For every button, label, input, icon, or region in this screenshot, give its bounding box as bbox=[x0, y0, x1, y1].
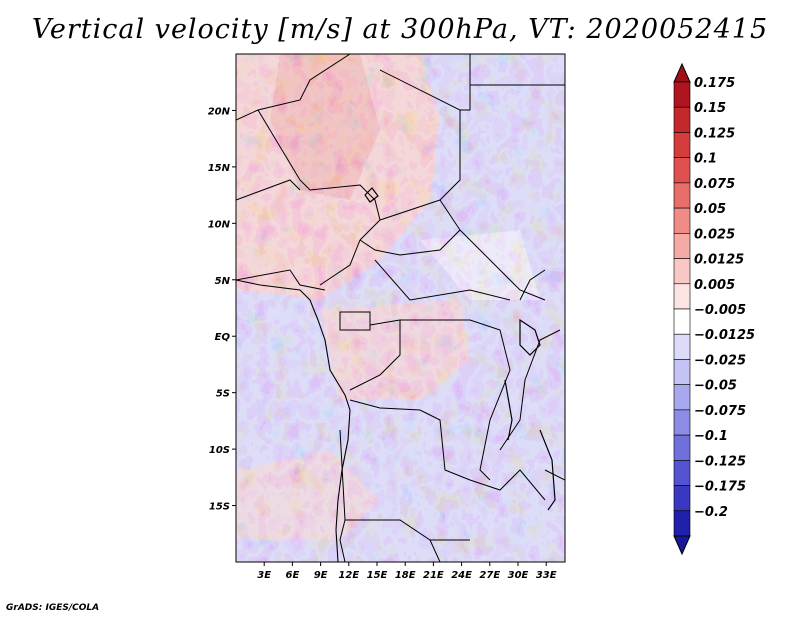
colorbar-swatch bbox=[673, 359, 691, 385]
lon-tick-label: 33E bbox=[536, 570, 557, 581]
lon-tick-label: 6E bbox=[286, 570, 300, 581]
colorbar-label: −0.025 bbox=[694, 353, 746, 368]
colorbar-label: 0.005 bbox=[694, 278, 735, 293]
lon-tick-label: 30E bbox=[508, 570, 529, 581]
colorbar-swatch bbox=[673, 485, 691, 512]
colorbar-label: 0.075 bbox=[694, 177, 735, 192]
lat-tick-label: 15S bbox=[209, 502, 230, 513]
colorbar-label: 0.025 bbox=[694, 227, 735, 242]
colorbar-swatch bbox=[673, 384, 691, 411]
lat-tick-label: 10S bbox=[209, 445, 230, 456]
colorbar-swatch bbox=[673, 106, 691, 133]
colorbar-label: 0.15 bbox=[694, 101, 726, 116]
lat-tick-label: 20N bbox=[208, 106, 231, 117]
longitude-axis: 3E 6E 9E 12E 15E 18E 21E 24E 27E 30E 33E bbox=[257, 562, 557, 581]
colorbar-top-cap bbox=[673, 62, 691, 83]
colorbar-swatch bbox=[673, 460, 691, 486]
lon-tick-label: 15E bbox=[367, 570, 388, 581]
colorbar-label: 0.125 bbox=[694, 126, 735, 141]
colorbar-swatch bbox=[673, 132, 691, 158]
colorbar-label: −0.005 bbox=[694, 303, 746, 318]
latitude-axis: 20N 15N 10N 5N EQ 5S 10S 15S bbox=[208, 106, 236, 513]
colorbar-swatch bbox=[673, 283, 691, 310]
lon-tick-label: 3E bbox=[257, 570, 271, 581]
colorbar-swatch bbox=[673, 182, 691, 209]
lon-tick-label: 24E bbox=[451, 570, 472, 581]
plot-frame bbox=[235, 53, 566, 563]
grads-credit: GrADS: IGES/COLA bbox=[6, 603, 100, 613]
colorbar-label: −0.2 bbox=[694, 505, 728, 520]
colorbar-label: −0.05 bbox=[694, 379, 737, 394]
colorbar-swatch bbox=[673, 409, 691, 436]
coastline bbox=[236, 279, 351, 562]
colorbar-label: −0.175 bbox=[694, 480, 746, 495]
lat-tick-label: 5N bbox=[215, 276, 231, 287]
lon-tick-label: 9E bbox=[314, 570, 328, 581]
velocity-field bbox=[236, 54, 565, 562]
colorbar-swatch bbox=[673, 308, 691, 335]
colorbar-swatch bbox=[673, 233, 691, 259]
colorbar-label: 0.1 bbox=[694, 152, 717, 167]
lon-tick-label: 21E bbox=[423, 570, 444, 581]
lat-tick-label: EQ bbox=[215, 332, 231, 343]
country-borders bbox=[236, 54, 565, 562]
lon-tick-label: 27E bbox=[479, 570, 500, 581]
colorbar: 0.175 0.15 0.125 0.1 0.075 0.05 0.025 0.0125 0.0… bbox=[673, 62, 755, 556]
lat-tick-label: 15N bbox=[208, 163, 231, 174]
colorbar-label: 0.175 bbox=[694, 76, 735, 91]
colorbar-swatch bbox=[673, 333, 691, 360]
lon-tick-label: 18E bbox=[395, 570, 416, 581]
colorbar-label: 0.0125 bbox=[694, 253, 744, 268]
map-title: Vertical velocity [m/s] at 300hPa, VT: 2… bbox=[31, 14, 769, 45]
colorbar-label: −0.1 bbox=[694, 429, 728, 444]
colorbar-bottom-cap bbox=[673, 535, 691, 556]
lakes bbox=[364, 187, 556, 511]
colorbar-label: −0.125 bbox=[694, 454, 746, 469]
colorbar-label: 0.05 bbox=[694, 202, 726, 217]
colorbar-label: −0.0125 bbox=[694, 328, 755, 343]
lat-tick-label: 10N bbox=[208, 219, 231, 230]
lon-tick-label: 12E bbox=[338, 570, 359, 581]
colorbar-swatch bbox=[673, 207, 691, 234]
colorbar-swatch bbox=[673, 157, 691, 184]
colorbar-swatch bbox=[673, 434, 691, 461]
colorbar-swatch bbox=[673, 81, 691, 108]
colorbar-swatch bbox=[673, 258, 691, 285]
colorbar-swatch bbox=[673, 510, 691, 537]
lat-tick-label: 5S bbox=[216, 389, 230, 400]
colorbar-label: −0.075 bbox=[694, 404, 746, 419]
